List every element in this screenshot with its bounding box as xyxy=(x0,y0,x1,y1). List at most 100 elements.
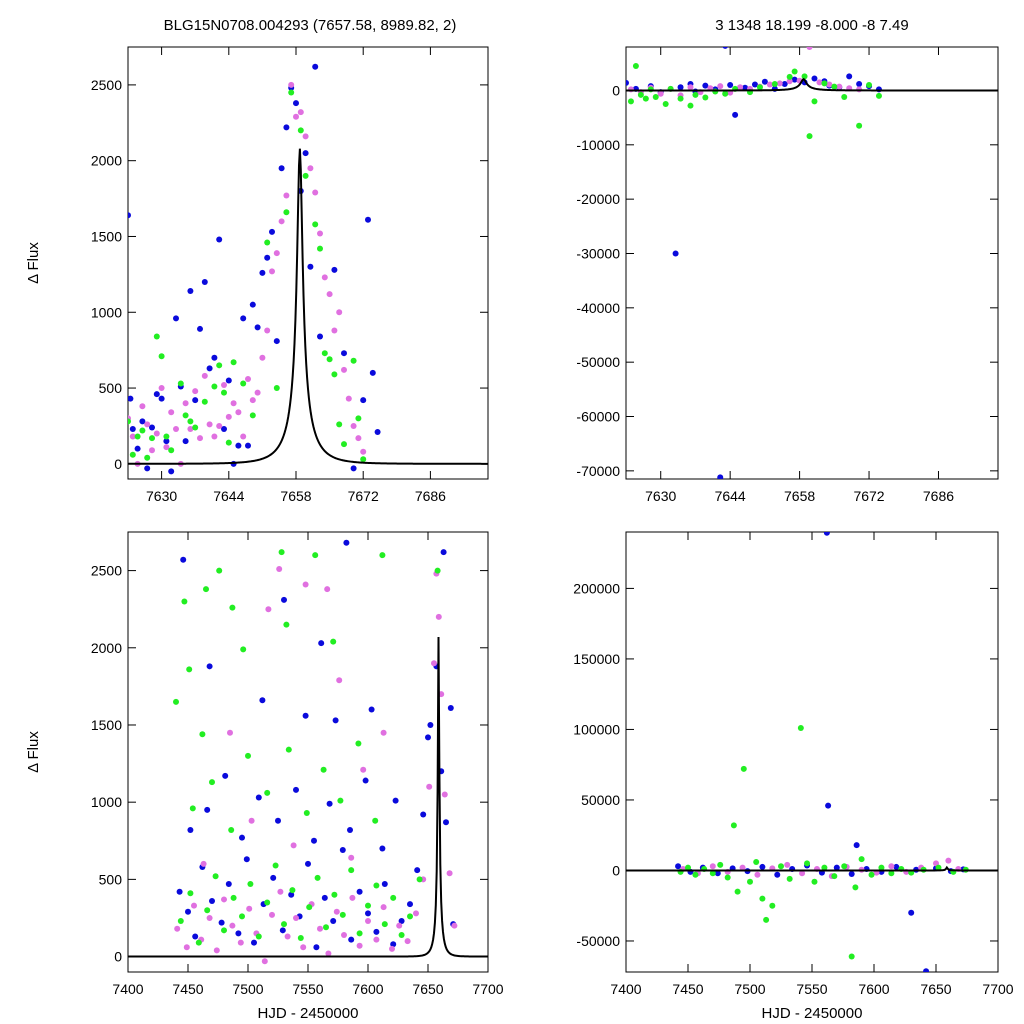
data-point-blue xyxy=(326,800,333,807)
data-point-green xyxy=(240,646,247,653)
data-point-magenta xyxy=(225,413,232,420)
data-point-green xyxy=(203,586,209,593)
data-point-green xyxy=(709,870,716,877)
x-tick-label: 7644 xyxy=(213,488,244,504)
data-points xyxy=(675,532,969,972)
data-point-magenta xyxy=(221,896,227,903)
data-point-magenta xyxy=(240,433,247,440)
data-point-magenta xyxy=(776,80,783,87)
y-tick-label: 1000 xyxy=(91,794,122,810)
data-point-green xyxy=(692,91,699,98)
data-point-green xyxy=(786,875,793,882)
data-point-blue xyxy=(373,928,380,935)
data-point-green xyxy=(249,412,256,419)
y-tick-label: 2500 xyxy=(91,563,122,579)
data-point-blue xyxy=(722,47,728,49)
y-axis-label: Δ Flux xyxy=(25,242,42,284)
data-point-green xyxy=(336,421,343,428)
panel-top-right: 7630 7644 7658 7672 7686 0 -10000 -20000 -30000 -… xyxy=(576,46,999,504)
data-point-blue xyxy=(176,888,183,895)
data-point-green xyxy=(687,102,694,109)
data-point-magenta xyxy=(254,389,261,396)
data-point-blue xyxy=(332,717,339,724)
data-point-magenta xyxy=(687,84,694,91)
x-tick-label: 7600 xyxy=(352,981,383,997)
data-point-blue xyxy=(259,697,266,704)
header-right-title: 3 1348 18.199 -8.000 -8 7.49 xyxy=(715,17,909,34)
data-point-green xyxy=(163,433,170,440)
data-point-magenta xyxy=(235,409,242,416)
data-point-green xyxy=(186,666,193,673)
data-point-green xyxy=(734,888,741,895)
data-point-blue xyxy=(192,933,199,940)
data-point-blue xyxy=(350,465,357,472)
data-point-blue xyxy=(216,236,223,243)
y-tick-label: 2000 xyxy=(91,640,122,656)
data-point-magenta xyxy=(269,911,275,918)
data-point-blue xyxy=(390,941,397,948)
data-point-magenta xyxy=(149,447,155,454)
data-point-blue xyxy=(128,395,134,402)
data-point-magenta xyxy=(380,729,387,736)
data-point-blue xyxy=(875,86,882,93)
data-point-blue xyxy=(381,881,388,887)
data-point-blue xyxy=(791,76,798,83)
data-point-green xyxy=(337,797,344,804)
data-point-magenta xyxy=(206,421,213,428)
data-point-blue xyxy=(774,871,781,878)
data-point-magenta xyxy=(191,902,197,909)
data-point-magenta xyxy=(307,165,314,172)
data-point-blue xyxy=(714,870,721,877)
data-point-magenta xyxy=(276,566,283,573)
panel-bottom-left: 7400 7450 7500 7550 7600 7650 7700 0 500 1000 1500… xyxy=(25,531,504,1022)
data-point-green xyxy=(177,380,184,387)
data-point-green xyxy=(283,209,290,216)
data-point-green xyxy=(306,904,313,911)
data-point-blue xyxy=(218,919,225,926)
data-point-green xyxy=(312,221,319,228)
data-point-green xyxy=(221,389,227,396)
data-point-magenta xyxy=(259,354,266,361)
data-point-green xyxy=(806,133,813,140)
data-point-blue xyxy=(781,80,788,87)
data-point-green xyxy=(756,84,763,91)
data-point-blue xyxy=(853,842,860,849)
data-point-blue xyxy=(264,254,271,261)
data-point-green xyxy=(302,172,309,179)
data-point-green xyxy=(158,353,165,360)
data-point-green xyxy=(195,939,202,946)
data-point-blue xyxy=(187,826,194,833)
data-point-green xyxy=(858,856,865,863)
data-point-green xyxy=(153,333,160,340)
x-tick-label: 7672 xyxy=(853,488,884,504)
data-point-green xyxy=(416,876,423,883)
data-point-green xyxy=(239,913,245,920)
data-point-blue xyxy=(318,640,325,647)
data-point-green xyxy=(372,817,379,824)
data-point-green xyxy=(317,245,323,252)
data-point-green xyxy=(647,86,654,93)
data-point-magenta xyxy=(229,922,236,929)
data-point-magenta xyxy=(345,395,352,402)
data-point-blue xyxy=(201,278,208,285)
data-point-magenta xyxy=(766,81,773,88)
data-point-blue xyxy=(343,539,350,546)
data-point-blue xyxy=(251,939,257,946)
data-point-blue xyxy=(144,465,151,472)
data-point-magenta xyxy=(426,783,433,790)
x-tick-label: 7550 xyxy=(796,981,827,997)
data-point-blue xyxy=(180,556,187,563)
data-point-green xyxy=(866,82,873,89)
data-point-magenta xyxy=(197,435,203,442)
data-point-green xyxy=(339,911,346,918)
data-point-blue xyxy=(259,269,266,276)
data-point-green xyxy=(627,98,634,105)
data-point-magenta xyxy=(293,113,299,120)
data-point-blue xyxy=(717,474,724,479)
data-point-blue xyxy=(331,266,338,273)
data-point-blue xyxy=(751,81,758,88)
data-point-green xyxy=(289,887,296,894)
data-point-blue xyxy=(221,425,227,432)
data-point-blue xyxy=(204,806,211,813)
data-point-blue xyxy=(273,338,280,345)
